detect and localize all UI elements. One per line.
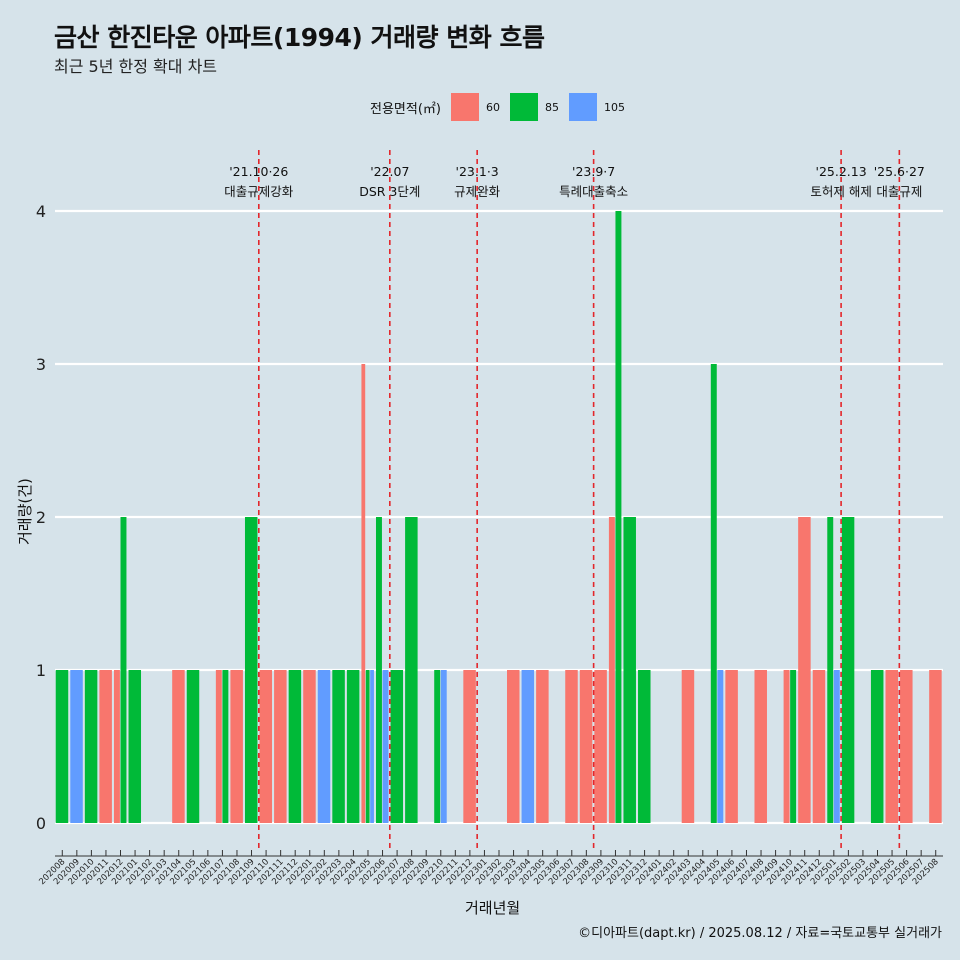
bar-202405-85 [710,364,717,823]
bar-202305-60 [536,670,549,823]
bar-202502-85 [841,517,855,823]
y-tick-label-3: 3 [36,355,46,374]
bar-202311-85 [623,517,636,823]
bar-202206-85 [375,517,382,823]
bar-202303-60 [507,670,520,823]
bar-202403-60 [681,670,695,823]
bar-202210-105 [440,670,447,823]
event-date-4: '25.2.13 [816,164,867,179]
x-axis-label: 거래년월 [465,899,521,917]
event-label-3: 특례대출축소 [559,184,628,199]
bar-202205-85 [365,670,370,823]
bar-202212-60 [463,670,476,823]
event-label-0: 대출규제강화 [224,184,294,199]
bar-202012-60 [113,670,120,823]
legend-item-85: 85 [509,93,563,121]
bar-202009-105 [70,670,83,823]
bar-202309-60 [594,670,607,823]
legend-swatch-85 [509,93,538,121]
bar-202008-85 [55,670,69,823]
bar-202411-60 [798,517,811,823]
bar-202010-85 [84,670,98,823]
bar-202308-60 [579,670,593,823]
y-axis-label: 거래량(건) [16,478,34,545]
legend-swatch-105 [568,93,597,121]
legend-label-60: 60 [485,100,500,114]
bar-202208-85 [405,517,418,823]
bar-202206-105 [382,670,389,823]
legend-item-105: 105 [568,93,629,121]
event-label-4: 토허제 해제 [810,184,871,199]
legend-label-105: 105 [603,100,625,114]
bar-202201-60 [303,670,316,823]
bar-202410-85 [790,670,797,823]
legend-label-85: 85 [544,100,559,114]
chart-subtitle: 최근 5년 한정 확대 차트 [54,57,218,76]
bar-202109-85 [244,517,258,823]
y-tick-label-1: 1 [36,661,46,680]
bar-202205-60 [361,364,366,823]
bars [55,211,942,823]
event-date-2: '23.1·3 [456,164,499,179]
bar-202111-60 [274,670,287,823]
bar-202210-85 [434,670,441,823]
bar-202312-85 [638,670,651,823]
bar-202107-85 [222,670,229,823]
event-label-5: 대출규제 [876,184,922,199]
bar-202108-60 [230,670,243,823]
bar-202405-105 [717,670,724,823]
event-annotations: '21.10·26 대출규제강화 '22.07 DSR 3단계 '23.1·3 규제완화 '… [224,150,925,850]
y-tick-label-4: 4 [36,202,46,221]
y-tick-label-0: 0 [36,814,46,833]
bar-202501-105 [833,670,840,823]
event-date-0: '21.10·26 [229,164,288,179]
event-date-3: '23.9·7 [572,164,615,179]
source-caption: ©디아파트(dapt.kr) / 2025.08.12 / 자료=국토교통부 실… [578,926,942,941]
bar-202310-60 [608,517,615,823]
bar-202203-85 [332,670,345,823]
bar-202012-85 [120,517,127,823]
bar-202202-105 [317,670,331,823]
bar-202310-85 [615,211,622,823]
legend-swatch-60 [450,93,479,121]
legend: 전용면적(㎡) 60 85 105 [370,92,635,122]
bar-202508-60 [929,670,942,823]
bar-202207-85 [390,670,404,823]
event-label-1: DSR 3단계 [359,184,420,199]
bar-202307-60 [565,670,578,823]
bar-202107-60 [215,670,222,823]
bar-202104-60 [172,670,185,823]
y-tick-label-2: 2 [36,508,46,527]
bar-202410-60 [783,670,790,823]
bar-202408-60 [754,670,767,823]
bar-202205-105 [370,670,374,823]
bar-202304-105 [521,670,535,823]
chart-title: 금산 한진타운 아파트(1994) 거래량 변화 흐름 [54,23,545,52]
bar-202204-85 [346,670,360,823]
bar-202406-60 [725,670,738,823]
bar-202105-85 [186,670,200,823]
axes: 0123420200820200920201020201120201220210… [36,202,943,887]
bar-202110-60 [259,670,273,823]
event-date-5: '25.6·27 [874,164,925,179]
bar-202112-85 [288,670,302,823]
bar-202506-60 [900,670,913,823]
bar-202504-85 [870,670,884,823]
event-date-1: '22.07 [370,164,409,179]
bar-202101-85 [128,670,142,823]
event-label-2: 규제완화 [454,184,501,199]
bar-202011-60 [99,670,112,823]
bar-202501-85 [827,517,834,823]
bar-202412-60 [812,670,826,823]
bar-202505-60 [885,670,898,823]
legend-title: 전용면적(㎡) [370,101,441,117]
legend-item-60: 60 [450,93,504,121]
